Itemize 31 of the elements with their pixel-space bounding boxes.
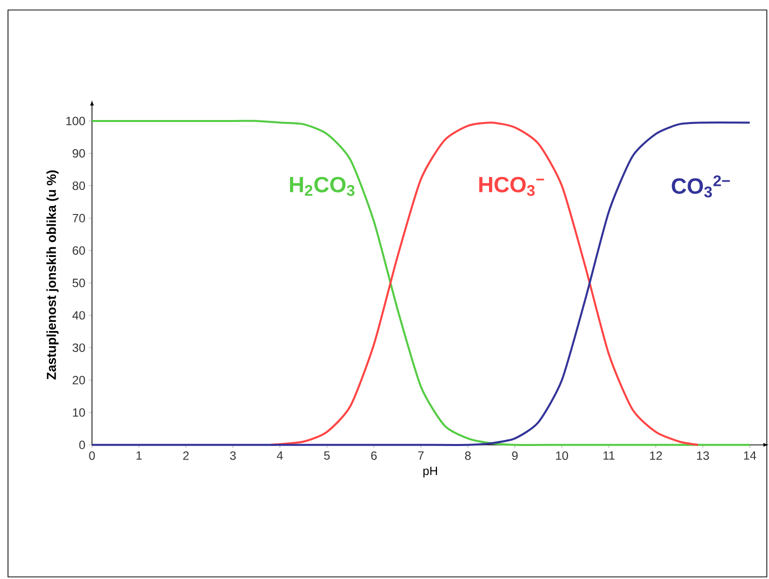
x-tick-label: 6	[371, 451, 377, 460]
x-tick-label: 12	[650, 451, 662, 460]
x-tick-label: 13	[697, 451, 709, 460]
x-tick-label: 7	[418, 451, 424, 460]
x-tick-label: 10	[556, 451, 568, 460]
y-tick-label: 20	[72, 376, 85, 384]
series-label: CO$_{3}$2−	[672, 175, 730, 198]
series-label: HCO$_{3}$−	[479, 176, 544, 196]
y-tick-label: 30	[72, 344, 85, 352]
x-tick-label: 3	[230, 451, 236, 460]
y-tick-label: 0	[79, 440, 85, 450]
x-tick-label: 4	[276, 451, 283, 460]
x-tick-label: 14	[744, 451, 756, 460]
y-tick-label: 50	[72, 278, 85, 288]
x-axis-title: pH	[423, 466, 437, 478]
x-tick-label: 9	[512, 451, 518, 460]
y-tick-label: 70	[72, 214, 85, 222]
y-tick-label: 10	[73, 408, 85, 417]
y-tick-label: 100	[66, 116, 85, 126]
series-label: H$_{2}$CO$_{3}$	[290, 176, 354, 196]
y-tick-label: 40	[72, 311, 85, 320]
y-axis-title: Zastupljenost jonskih oblika (u %)	[46, 170, 59, 380]
x-tick-label: 8	[465, 451, 471, 460]
y-tick-label: 90	[72, 149, 85, 158]
y-tick-label: 60	[72, 246, 85, 255]
x-tick-label: 1	[136, 451, 142, 460]
x-tick-label: 5	[324, 451, 330, 460]
x-tick-label: 11	[604, 451, 614, 460]
y-tick-label: 80	[72, 182, 85, 190]
x-tick-label: 2	[183, 451, 189, 460]
x-tick-label: 0	[89, 451, 95, 460]
